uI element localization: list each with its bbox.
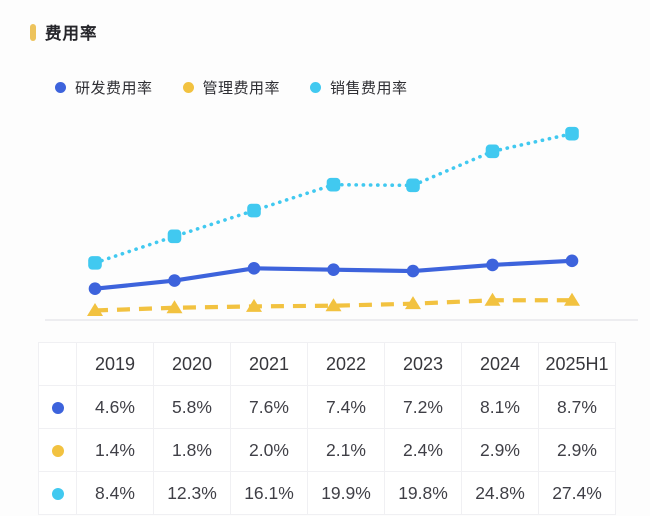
data-point-square-marker[interactable]: [485, 144, 500, 159]
data-point-square-marker[interactable]: [406, 178, 420, 193]
value-cell: 19.9%: [307, 471, 385, 515]
legend-dot-icon: [182, 82, 194, 93]
column-header-2024: 2024: [461, 342, 539, 386]
data-point-triangle-marker[interactable]: [87, 302, 103, 316]
series-dot-icon: [51, 401, 64, 414]
value-cell: 19.8%: [384, 471, 462, 515]
value-cell: 2.9%: [538, 428, 616, 472]
data-point-circle-marker[interactable]: [406, 264, 420, 278]
data-point-triangle-marker[interactable]: [325, 298, 342, 312]
value-cell: 8.7%: [538, 385, 616, 429]
column-header-2021: 2021: [230, 342, 308, 386]
chart-legend: 研发费用率 管理费用率 销售费用率: [55, 77, 408, 98]
value-cell: 16.1%: [230, 471, 308, 515]
data-point-square-marker[interactable]: [326, 177, 341, 192]
table-header-row: 2019 2020 2021 2022 2023 2024 2025H1: [38, 342, 616, 386]
value-cell: 2.1%: [307, 428, 385, 472]
value-cell: 7.6%: [230, 385, 308, 429]
legend-item-2[interactable]: 管理费用率: [182, 77, 281, 98]
table-row: 1.4% 1.8% 2.0% 2.1% 2.4% 2.9% 2.9%: [38, 428, 616, 472]
column-header-2025H1: 2025H1: [538, 342, 616, 386]
series-line-circle: [94, 258, 573, 291]
series-dot-cell: [38, 385, 77, 429]
page-title: 费用率: [45, 25, 98, 43]
data-point-circle-marker[interactable]: [247, 262, 261, 275]
column-header-2019: 2019: [76, 342, 154, 386]
series-dot-icon: [51, 444, 64, 457]
data-point-circle-marker[interactable]: [565, 254, 579, 268]
legend-item-label: 销售费用率: [330, 80, 408, 97]
series-dot-icon: [51, 487, 64, 500]
data-point-triangle-marker[interactable]: [564, 292, 580, 306]
data-point-triangle-marker[interactable]: [484, 292, 501, 306]
legend-item-1[interactable]: 研发费用率: [55, 77, 153, 98]
table-row: 8.4% 12.3% 16.1% 19.9% 19.8% 24.8% 27.4%: [38, 471, 616, 515]
data-point-circle-marker[interactable]: [88, 282, 102, 296]
series-line-square: [93, 131, 574, 265]
table-corner-cell: [38, 342, 77, 386]
value-cell: 24.8%: [461, 471, 539, 515]
data-point-triangle-marker[interactable]: [246, 298, 262, 312]
value-cell: 27.4%: [538, 471, 616, 515]
column-header-2022: 2022: [307, 342, 385, 386]
legend-dot-icon: [55, 82, 66, 93]
value-cell: 2.0%: [230, 428, 308, 472]
value-cell: 5.8%: [153, 385, 231, 429]
legend-item-3[interactable]: 销售费用率: [310, 77, 408, 98]
data-point-square-marker[interactable]: [565, 126, 579, 141]
value-cell: 8.1%: [461, 385, 539, 429]
section-header: 费用率: [30, 20, 98, 44]
data-point-square-marker[interactable]: [88, 256, 102, 270]
value-cell: 1.8%: [153, 428, 231, 472]
data-point-square-marker[interactable]: [247, 203, 261, 218]
data-point-circle-marker[interactable]: [168, 274, 181, 287]
series-line-triangle: [94, 298, 572, 313]
column-header-2023: 2023: [384, 342, 462, 386]
series-dot-cell: [38, 471, 77, 515]
expense-ratio-table: 2019 2020 2021 2022 2023 2024 2025H1 4.6% 5.8% 7.…: [38, 342, 616, 515]
data-point-triangle-marker[interactable]: [405, 296, 421, 310]
data-point-square-marker[interactable]: [167, 229, 182, 244]
value-cell: 2.4%: [384, 428, 462, 472]
value-cell: 1.4%: [76, 428, 154, 472]
data-point-triangle-marker[interactable]: [166, 300, 183, 314]
table-row: 4.6% 5.8% 7.6% 7.4% 7.2% 8.1% 8.7%: [38, 385, 616, 429]
value-cell: 12.3%: [153, 471, 231, 515]
legend-item-label: 管理费用率: [202, 80, 281, 97]
legend-item-label: 研发费用率: [75, 80, 153, 97]
series-dot-cell: [38, 428, 77, 472]
value-cell: 4.6%: [76, 385, 154, 429]
data-point-circle-marker[interactable]: [327, 263, 340, 276]
title-accent-bar: [30, 23, 36, 41]
column-header-2020: 2020: [153, 342, 231, 386]
value-cell: 8.4%: [76, 471, 154, 515]
value-cell: 7.2%: [384, 385, 462, 429]
data-point-circle-marker[interactable]: [486, 258, 499, 272]
value-cell: 2.9%: [461, 428, 539, 472]
legend-dot-icon: [310, 82, 322, 93]
value-cell: 7.4%: [307, 385, 385, 429]
